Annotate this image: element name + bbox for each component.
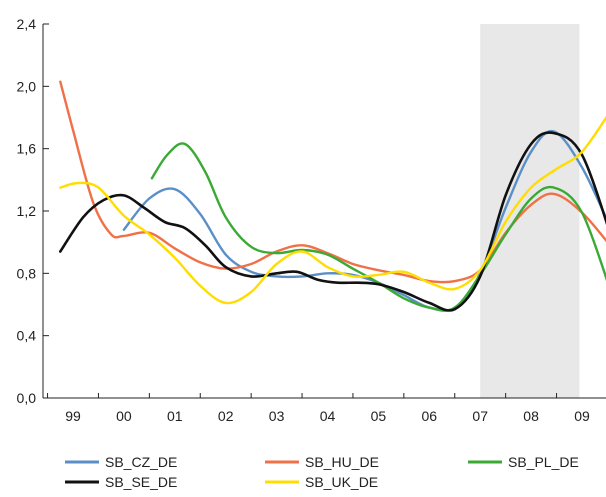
legend-label: SB_HU_DE — [305, 454, 379, 470]
series-line-sb-se-de — [59, 131, 606, 312]
legend-item-sb-uk-de: SB_UK_DE — [265, 474, 378, 490]
x-tick-label: 04 — [320, 408, 336, 424]
legend-item-sb-pl-de: SB_PL_DE — [468, 454, 579, 470]
y-tick-label: 2,4 — [17, 16, 37, 32]
y-tick-label: 2,0 — [17, 78, 37, 94]
x-tick-label: 99 — [65, 408, 81, 424]
x-tick-label: 01 — [167, 408, 183, 424]
x-tick-label: 00 — [116, 408, 132, 424]
series-line-sb-uk-de — [59, 115, 606, 305]
legend-label: SB_SE_DE — [105, 474, 177, 490]
x-tick-label: 06 — [422, 408, 438, 424]
x-tick-label: 03 — [269, 408, 285, 424]
y-tick-label: 1,6 — [17, 141, 37, 157]
legend-label: SB_CZ_DE — [105, 454, 177, 470]
legend-item-sb-hu-de: SB_HU_DE — [265, 454, 379, 470]
legend-label: SB_UK_DE — [305, 474, 378, 490]
x-tick-label: 02 — [218, 408, 234, 424]
y-tick-label: 0,8 — [17, 265, 37, 281]
series-line-sb-pl-de — [150, 142, 606, 312]
x-tick-label: 09 — [574, 408, 590, 424]
series-line-sb-cz-de — [122, 129, 606, 312]
y-tick-label: 0,0 — [17, 390, 37, 406]
legend-item-sb-cz-de: SB_CZ_DE — [65, 454, 177, 470]
legend-item-sb-se-de: SB_SE_DE — [65, 474, 177, 490]
y-tick-label: 0,4 — [17, 328, 37, 344]
x-tick-label: 07 — [472, 408, 488, 424]
x-tick-label: 05 — [371, 408, 387, 424]
shaded-region — [480, 24, 580, 398]
x-tick-label: 08 — [523, 408, 539, 424]
legend-label: SB_PL_DE — [508, 454, 579, 470]
y-tick-label: 1,2 — [17, 203, 37, 219]
